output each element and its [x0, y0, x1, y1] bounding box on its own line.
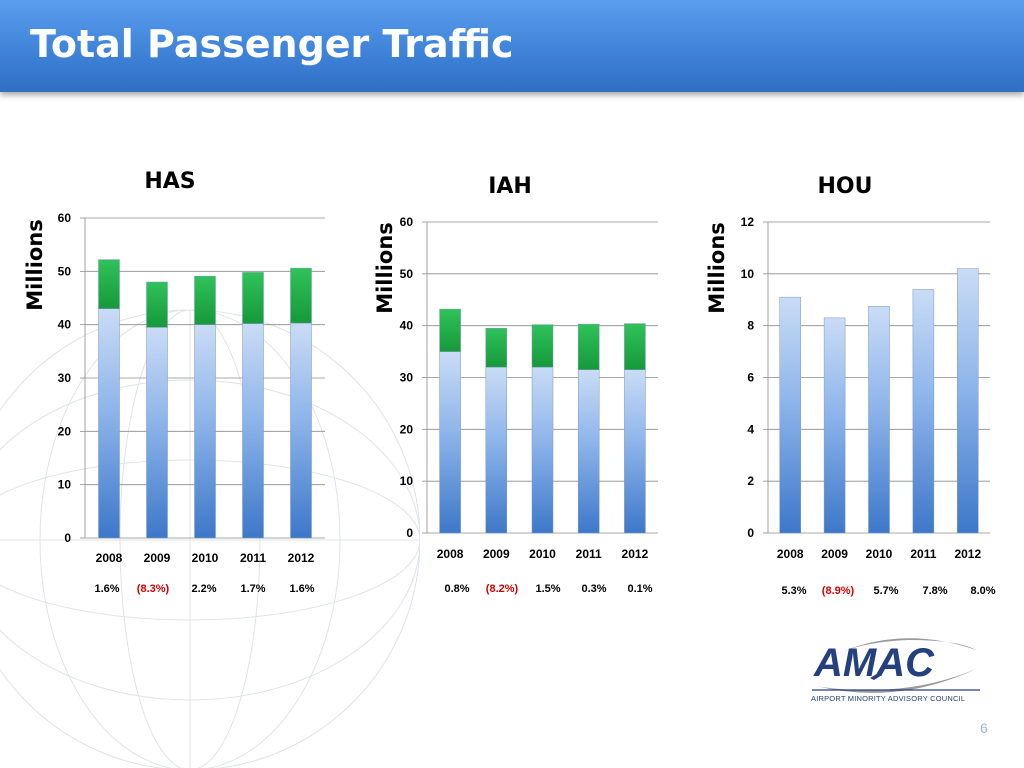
amac-logo: AMAC — [812, 638, 980, 693]
y-tick-label: 30 — [400, 371, 414, 385]
y-tick-label: 10 — [58, 478, 72, 492]
y-tick-label: 2 — [747, 474, 754, 488]
bar — [531, 366, 554, 534]
y-tick-label: 10 — [741, 267, 755, 281]
y-tick-label: 40 — [58, 318, 72, 332]
x-tick-label: 2010 — [192, 551, 219, 565]
chart-title: IAH — [488, 174, 532, 199]
bar — [531, 324, 554, 368]
x-tick-label: 2008 — [96, 551, 123, 565]
title-banner: Total Passenger Traffic — [0, 0, 1024, 92]
x-tick-label: 2010 — [529, 547, 556, 561]
bar — [98, 308, 120, 539]
x-tick-label: 2011 — [240, 551, 266, 565]
y-tick-label: 60 — [58, 211, 72, 225]
y-axis-label: Millions — [705, 222, 729, 314]
page-number: 6 — [980, 720, 988, 736]
y-tick-label: 50 — [58, 264, 72, 278]
bar — [485, 366, 508, 534]
y-tick-label: 0 — [64, 531, 71, 545]
growth-rate-label: 1.5% — [535, 583, 560, 595]
x-tick-label: 2012 — [288, 551, 315, 565]
chart-title: HOU — [818, 174, 873, 199]
y-tick-label: 6 — [747, 371, 754, 385]
bar — [98, 259, 120, 309]
growth-rate-label: 1.6% — [94, 583, 119, 595]
bar — [779, 296, 801, 534]
bar — [146, 281, 168, 328]
slide-title: Total Passenger Traffic — [30, 22, 514, 66]
globe-decoration — [0, 309, 420, 768]
bar — [439, 351, 461, 534]
bar — [823, 317, 846, 534]
y-tick-label: 60 — [400, 215, 414, 229]
growth-rate-label: 0.3% — [581, 583, 606, 595]
y-axis-label: Millions — [373, 222, 397, 314]
y-tick-label: 20 — [400, 422, 414, 436]
growth-rate-label: (8.9%) — [822, 585, 855, 597]
bar — [290, 322, 312, 539]
growth-rate-label: 5.3% — [781, 585, 806, 597]
bar — [912, 289, 935, 534]
bar — [624, 369, 646, 534]
y-tick-label: 4 — [747, 422, 754, 436]
y-tick-label: 8 — [747, 319, 754, 333]
x-tick-label: 2012 — [622, 547, 649, 561]
x-tick-label: 2012 — [954, 547, 981, 561]
y-tick-label: 10 — [400, 474, 414, 488]
growth-rate-label: (8.3%) — [137, 583, 170, 595]
y-tick-label: 12 — [741, 215, 755, 229]
growth-rate-label: 7.8% — [922, 585, 947, 597]
bar — [194, 275, 216, 325]
growth-rate-label: 0.1% — [627, 583, 652, 595]
y-tick-label: 20 — [58, 424, 72, 438]
bar — [868, 305, 890, 534]
x-tick-label: 2010 — [866, 547, 893, 561]
x-tick-label: 2009 — [821, 547, 848, 561]
y-tick-label: 40 — [400, 319, 414, 333]
x-tick-label: 2011 — [576, 547, 602, 561]
chart-title: HAS — [144, 169, 195, 194]
bar — [577, 369, 600, 534]
x-tick-label: 2011 — [910, 547, 936, 561]
logo-subtitle: AIRPORT MINORITY ADVISORY COUNCIL — [811, 694, 966, 703]
growth-rate-label: 2.2% — [191, 583, 216, 595]
x-tick-label: 2008 — [777, 547, 804, 561]
growth-rate-label: 8.0% — [970, 585, 995, 597]
bar — [194, 324, 216, 539]
bar — [577, 323, 600, 370]
x-tick-label: 2009 — [483, 547, 510, 561]
bar — [439, 308, 461, 352]
bar — [146, 327, 168, 539]
bar — [957, 268, 979, 534]
y-axis-label: Millions — [23, 219, 47, 311]
growth-rate-label: (8.2%) — [486, 583, 519, 595]
bar — [485, 328, 508, 368]
y-tick-label: 30 — [58, 371, 72, 385]
x-tick-label: 2008 — [437, 547, 464, 561]
y-tick-label: 0 — [747, 526, 754, 540]
bar — [624, 323, 646, 370]
growth-rate-label: 1.7% — [240, 583, 265, 595]
y-tick-label: 0 — [406, 526, 413, 540]
growth-rate-label: 0.8% — [444, 583, 469, 595]
y-tick-label: 50 — [400, 267, 414, 281]
growth-rate-label: 1.6% — [289, 583, 314, 595]
growth-rate-label: 5.7% — [873, 585, 898, 597]
bar — [290, 267, 312, 324]
bar — [242, 272, 264, 324]
bar — [242, 323, 264, 539]
x-tick-label: 2009 — [144, 551, 171, 565]
